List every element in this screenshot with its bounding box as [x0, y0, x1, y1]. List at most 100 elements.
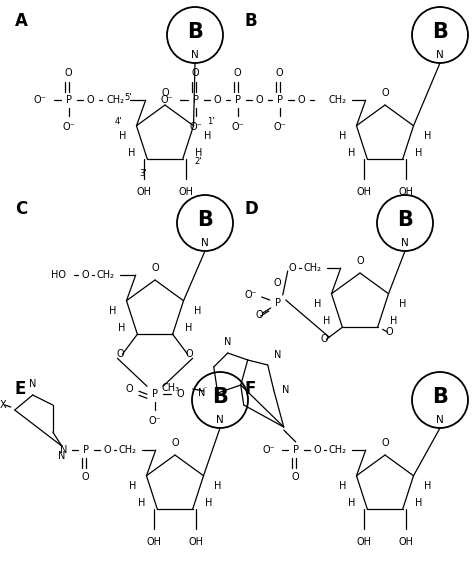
Text: H: H [128, 148, 136, 158]
Text: O: O [126, 384, 133, 394]
Text: H: H [109, 306, 117, 316]
Text: D: D [245, 200, 259, 218]
Text: C: C [15, 200, 27, 218]
Text: B: B [197, 210, 213, 230]
Text: O: O [161, 88, 169, 98]
Text: OH: OH [357, 537, 372, 547]
Text: P: P [275, 298, 281, 308]
Text: B: B [245, 12, 258, 30]
Text: O: O [314, 445, 321, 455]
Text: N: N [201, 238, 209, 248]
Text: O⁻: O⁻ [263, 445, 276, 455]
Text: HO: HO [51, 270, 66, 280]
Text: O: O [104, 445, 111, 455]
Text: CH₃: CH₃ [162, 383, 180, 393]
Text: X: X [0, 400, 6, 410]
Text: O: O [65, 68, 73, 78]
Text: N: N [401, 238, 409, 248]
Text: O⁻: O⁻ [34, 95, 47, 105]
Text: O: O [381, 438, 389, 448]
Text: N: N [436, 415, 444, 425]
Text: OH: OH [398, 537, 413, 547]
Text: O: O [381, 88, 389, 98]
Text: P: P [83, 445, 89, 455]
Text: N: N [216, 415, 224, 425]
Text: 2': 2' [195, 157, 202, 166]
Text: N: N [224, 337, 231, 347]
Text: O: O [151, 263, 159, 273]
Text: O⁻: O⁻ [149, 416, 161, 426]
Text: ⁻: ⁻ [204, 386, 208, 392]
Text: O: O [87, 95, 94, 105]
Text: B: B [187, 22, 203, 42]
Text: B: B [397, 210, 413, 230]
Text: CH₂: CH₂ [304, 263, 322, 273]
Text: OH: OH [137, 187, 152, 197]
Text: OH: OH [357, 187, 372, 197]
Text: OH: OH [147, 537, 162, 547]
Text: O⁻: O⁻ [189, 122, 202, 132]
Text: 4': 4' [115, 117, 122, 126]
Text: O: O [186, 349, 193, 359]
Text: B: B [432, 387, 448, 407]
Text: P: P [152, 389, 158, 399]
Text: H: H [339, 481, 346, 491]
Text: H: H [424, 131, 431, 141]
Text: N: N [198, 388, 206, 398]
Text: O⁻: O⁻ [273, 122, 286, 132]
Text: H: H [203, 131, 211, 141]
Text: O: O [273, 278, 281, 288]
Text: H: H [399, 299, 406, 308]
Text: CH₂: CH₂ [97, 270, 115, 280]
Text: H: H [119, 131, 127, 141]
Text: H: H [213, 481, 221, 491]
Text: P: P [193, 95, 199, 105]
Text: O⁻: O⁻ [63, 122, 75, 132]
Text: O: O [171, 438, 179, 448]
Text: H: H [129, 481, 137, 491]
Text: H: H [195, 148, 202, 158]
Text: H: H [424, 481, 431, 491]
Text: H: H [314, 299, 321, 308]
Text: H: H [348, 498, 356, 508]
Text: O: O [356, 256, 364, 266]
Text: OH: OH [178, 187, 193, 197]
Text: P: P [293, 445, 299, 455]
Text: B: B [432, 22, 448, 42]
Text: O: O [234, 68, 242, 78]
Text: N: N [273, 350, 281, 360]
Text: N: N [191, 50, 199, 60]
Text: N: N [282, 385, 289, 395]
Text: H: H [185, 323, 192, 333]
Text: H: H [348, 148, 356, 158]
Text: CH₂: CH₂ [107, 95, 125, 105]
Text: O: O [386, 327, 393, 337]
Text: E: E [15, 380, 27, 398]
Text: H: H [193, 306, 201, 316]
Text: O⁻: O⁻ [231, 122, 244, 132]
Text: O: O [82, 270, 90, 280]
Text: O: O [276, 68, 283, 78]
Text: H: H [118, 323, 125, 333]
Text: O: O [214, 95, 221, 105]
Text: 1': 1' [208, 117, 215, 126]
Text: O: O [82, 472, 90, 482]
Text: 3': 3' [139, 169, 147, 178]
Text: O: O [298, 95, 306, 105]
Text: H: H [205, 498, 212, 508]
Text: F: F [245, 380, 256, 398]
Text: H: H [138, 498, 146, 508]
Text: O: O [292, 472, 300, 482]
Text: H: H [323, 316, 330, 326]
Text: N: N [436, 50, 444, 60]
Text: O: O [320, 334, 328, 344]
Text: H: H [339, 131, 346, 141]
Text: P: P [277, 95, 283, 105]
Text: O: O [256, 95, 264, 105]
Text: H: H [415, 148, 422, 158]
Text: OH: OH [398, 187, 413, 197]
Text: H: H [415, 498, 422, 508]
Text: CH₂: CH₂ [329, 95, 347, 105]
Text: O⁻: O⁻ [245, 290, 258, 300]
Text: B: B [212, 387, 228, 407]
